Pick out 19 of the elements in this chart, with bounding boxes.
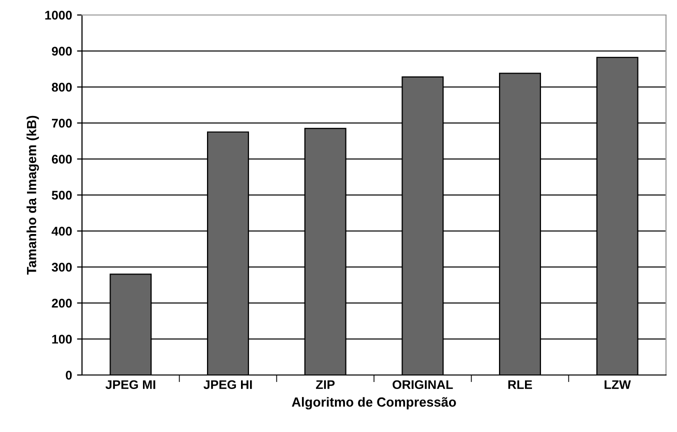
y-tick-label: 800	[52, 82, 72, 92]
y-tick-label: 700	[52, 118, 72, 128]
y-tick-label: 600	[52, 154, 72, 164]
y-tick-label: 1000	[45, 10, 72, 20]
y-tick-label: 900	[52, 46, 72, 56]
y-axis-title: Tamanho da Imagem (kB)	[26, 116, 39, 275]
y-tick-label: 100	[52, 334, 72, 344]
y-tick-label: 400	[52, 226, 72, 236]
y-tick-label: 200	[52, 298, 72, 308]
y-tick-label: 500	[52, 190, 72, 200]
x-tick-label: ZIP	[316, 380, 335, 389]
x-tick-label: LZW	[604, 380, 631, 389]
x-tick-label: JPEG HI	[204, 380, 252, 390]
x-tick-label: ORIGINAL	[392, 380, 453, 390]
x-axis-title: Algoritmo de Compressão	[292, 397, 456, 410]
x-tick-label: RLE	[508, 380, 532, 389]
y-tick-label: 0	[66, 370, 72, 380]
x-tick-label: JPEG MI	[106, 380, 156, 390]
y-tick-label: 300	[52, 262, 72, 272]
